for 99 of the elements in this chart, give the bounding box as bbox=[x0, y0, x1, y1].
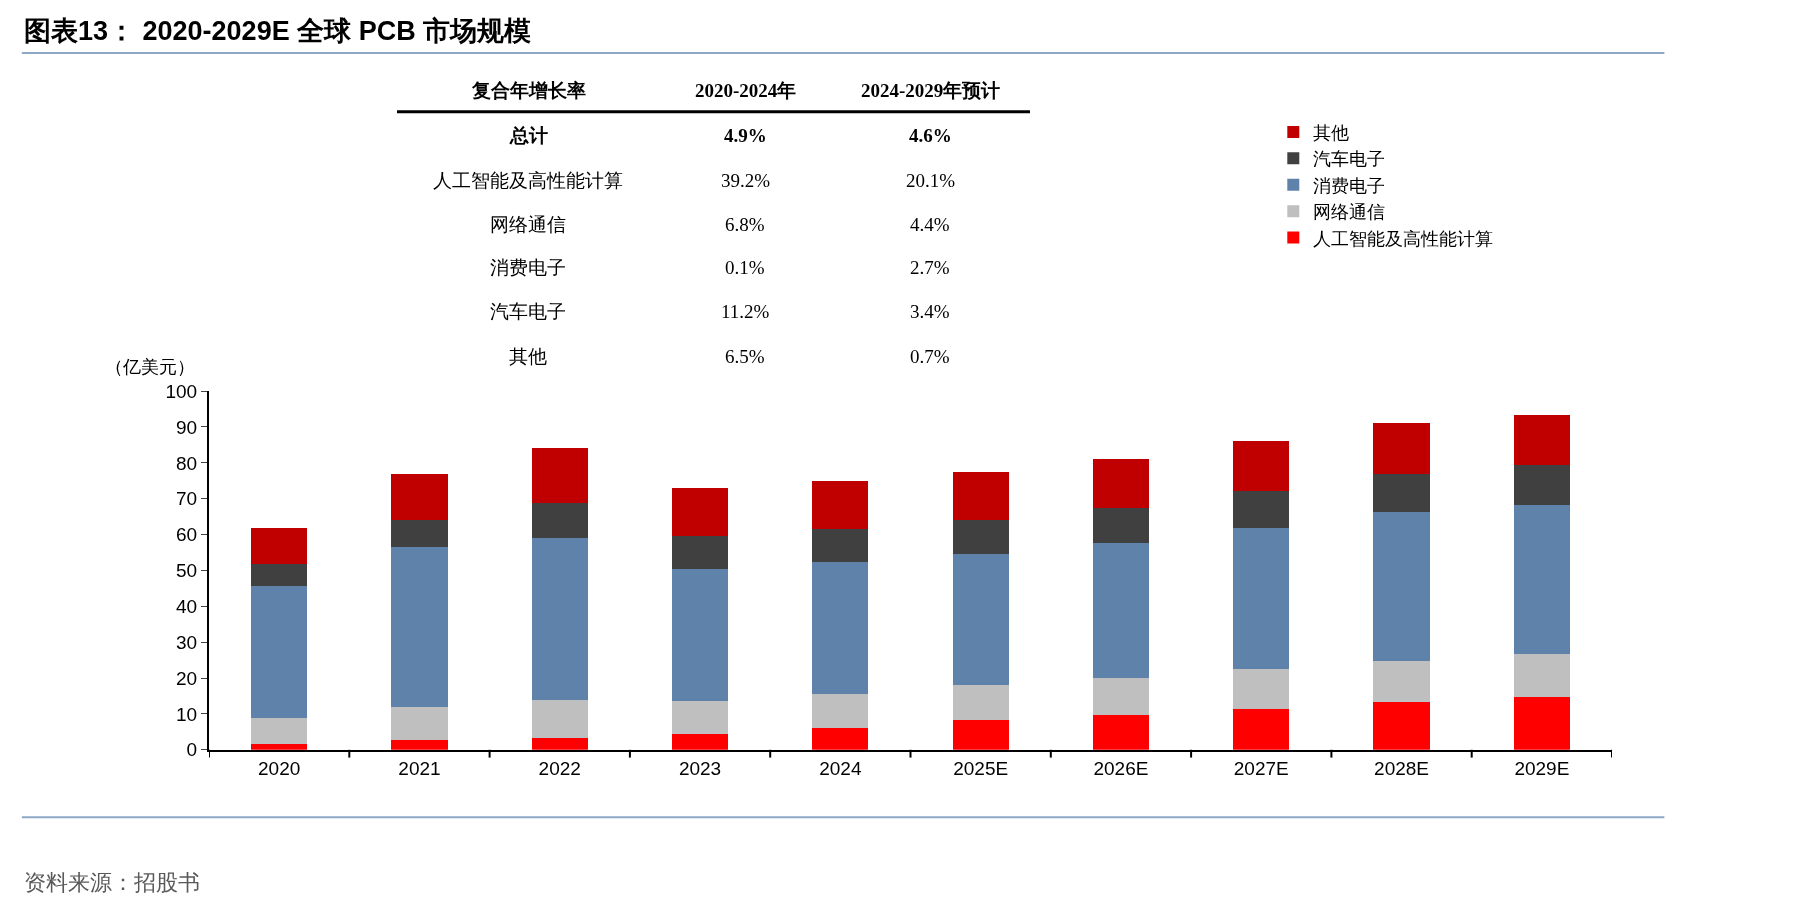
bar bbox=[1373, 473, 1430, 513]
bar bbox=[812, 480, 869, 529]
text: 2024-2029年预计 bbox=[861, 80, 1001, 101]
bar bbox=[251, 717, 308, 745]
text: 0.7% bbox=[910, 346, 950, 367]
bar bbox=[251, 586, 308, 718]
y-tick-label: 20 bbox=[176, 667, 198, 689]
bar bbox=[1373, 702, 1430, 750]
bar bbox=[391, 546, 448, 708]
bar bbox=[1233, 441, 1290, 492]
bar bbox=[1513, 654, 1570, 698]
bar bbox=[531, 538, 588, 701]
bar bbox=[391, 740, 448, 750]
y-tick-label: 70 bbox=[176, 488, 198, 510]
x-tick-label: 2024 bbox=[819, 757, 862, 779]
bar bbox=[1233, 491, 1290, 529]
bar bbox=[952, 472, 1009, 521]
text: 6.8% bbox=[725, 214, 765, 235]
x-tick-label: 2029E bbox=[1514, 757, 1570, 779]
y-tick-label: 50 bbox=[176, 560, 198, 582]
y-tick-label: 100 bbox=[165, 380, 198, 402]
bar bbox=[671, 488, 729, 537]
legend-label: 汽车电子 bbox=[1313, 149, 1386, 170]
text: 0.1% bbox=[725, 257, 765, 278]
bar bbox=[391, 519, 448, 547]
bar bbox=[391, 707, 448, 741]
y-tick-label: 10 bbox=[176, 703, 198, 725]
x-tick-label: 2022 bbox=[538, 757, 581, 779]
bar bbox=[1233, 528, 1290, 670]
text: 复合年增长率 bbox=[471, 80, 586, 101]
text: 消费电子 bbox=[490, 257, 566, 278]
legend-label: 人工智能及高性能计算 bbox=[1313, 228, 1494, 249]
text: 其他 bbox=[509, 346, 547, 367]
x-tick-label: 2021 bbox=[398, 757, 441, 779]
bar bbox=[1513, 697, 1570, 750]
bar bbox=[1513, 464, 1570, 505]
legend-label: 其他 bbox=[1313, 122, 1350, 143]
bar bbox=[1233, 708, 1290, 750]
bar bbox=[1513, 504, 1570, 655]
x-tick-label: 2028E bbox=[1374, 757, 1430, 779]
bar bbox=[1373, 512, 1430, 662]
x-tick-label: 2026E bbox=[1093, 757, 1149, 779]
text: 39.2% bbox=[721, 170, 771, 191]
bar bbox=[1092, 714, 1150, 750]
bar bbox=[812, 562, 869, 694]
bar bbox=[952, 684, 1009, 721]
text: 3.4% bbox=[910, 301, 950, 322]
text: 网络通信 bbox=[490, 214, 566, 235]
bar bbox=[1092, 508, 1150, 544]
text: 人工智能及高性能计算 bbox=[433, 170, 623, 191]
bar bbox=[671, 536, 729, 569]
text: 2.7% bbox=[910, 257, 950, 278]
bar bbox=[812, 693, 869, 728]
x-tick-label: 2023 bbox=[678, 757, 722, 779]
bar bbox=[1092, 543, 1150, 678]
bar bbox=[1233, 669, 1290, 709]
y-tick-label: 60 bbox=[176, 524, 198, 546]
bar bbox=[1373, 661, 1430, 703]
y-tick-label: 0 bbox=[186, 739, 198, 761]
bar bbox=[671, 734, 729, 750]
bar bbox=[531, 737, 588, 750]
text: 4.6% bbox=[909, 125, 952, 146]
bar bbox=[812, 727, 869, 750]
y-axis-title: （亿美元） bbox=[105, 357, 195, 377]
bar bbox=[391, 473, 448, 520]
bar bbox=[952, 554, 1009, 685]
bar bbox=[1092, 459, 1150, 509]
text: 汽车电子 bbox=[490, 301, 566, 322]
y-tick-label: 30 bbox=[176, 631, 198, 653]
bar bbox=[531, 700, 588, 738]
bar bbox=[1513, 415, 1570, 465]
text: 4.9% bbox=[724, 125, 767, 146]
bar bbox=[251, 527, 308, 565]
text: 20.1% bbox=[906, 170, 956, 191]
text: 总计 bbox=[509, 125, 548, 146]
bar bbox=[251, 564, 308, 587]
text: 11.2% bbox=[721, 301, 770, 322]
text: 2020-2024年 bbox=[695, 80, 797, 101]
bar bbox=[812, 528, 869, 563]
x-tick-label: 2027E bbox=[1233, 757, 1289, 779]
legend-label: 网络通信 bbox=[1313, 202, 1386, 223]
bar bbox=[531, 502, 588, 539]
bar bbox=[1092, 677, 1150, 715]
bar bbox=[952, 520, 1009, 555]
text: 6.5% bbox=[725, 346, 765, 367]
bar bbox=[671, 701, 729, 734]
bar bbox=[671, 568, 729, 702]
text: 资料来源：招股书 bbox=[24, 870, 200, 895]
text: 4.4% bbox=[910, 214, 950, 235]
y-tick-label: 80 bbox=[176, 452, 198, 474]
bar bbox=[1373, 423, 1430, 474]
x-tick-label: 2025E bbox=[953, 757, 1009, 779]
chart-title: 图表13： 2020-2029E 全球 PCB 市场规模 bbox=[24, 16, 532, 46]
y-tick-label: 40 bbox=[176, 595, 198, 617]
x-tick-label: 2020 bbox=[258, 757, 301, 779]
bar bbox=[531, 448, 588, 503]
y-tick-label: 90 bbox=[176, 416, 198, 438]
legend-label: 消费电子 bbox=[1313, 175, 1386, 196]
bar bbox=[952, 720, 1009, 750]
